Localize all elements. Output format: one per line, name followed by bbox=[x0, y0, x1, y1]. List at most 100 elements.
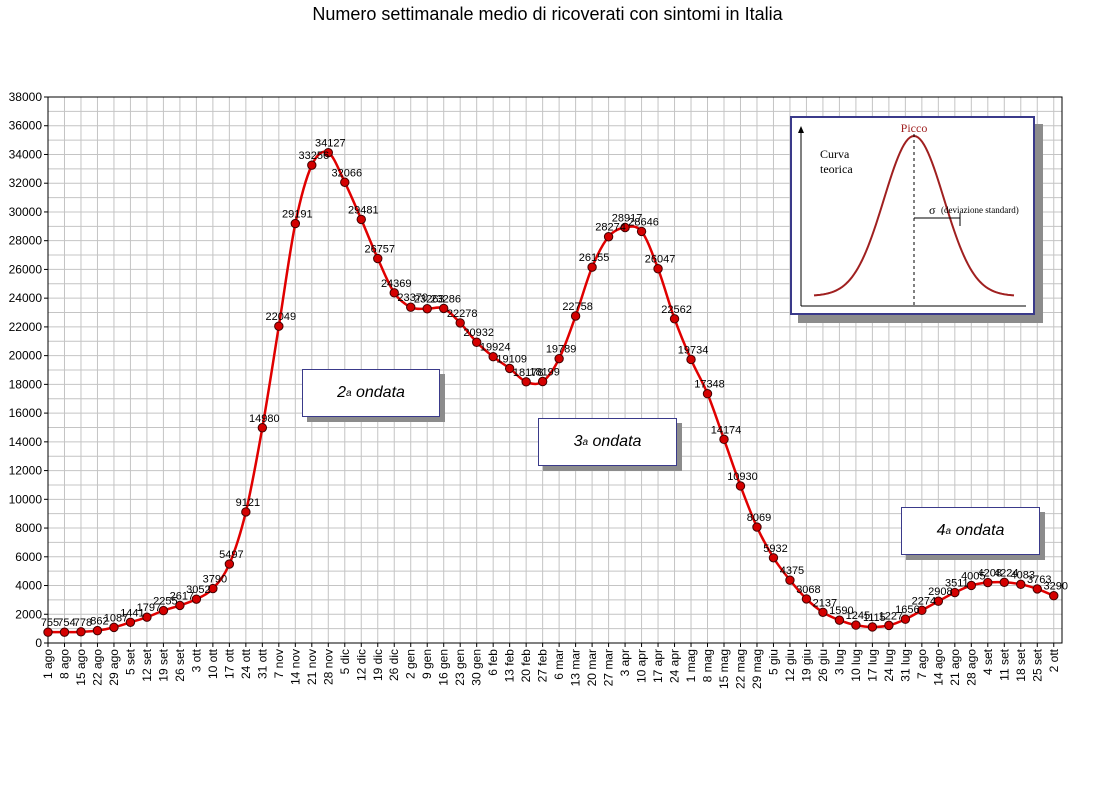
annotation-wave-3-number: 3 bbox=[573, 433, 583, 450]
x-tick-label: 2 gen bbox=[404, 649, 418, 679]
data-point bbox=[191, 594, 202, 604]
x-tick-label: 20 feb bbox=[519, 649, 533, 683]
data-label: 26047 bbox=[645, 254, 676, 266]
data-label: 2137 bbox=[813, 597, 837, 609]
y-tick-label: 16000 bbox=[9, 406, 43, 420]
y-tick-label: 26000 bbox=[9, 262, 43, 276]
x-tick-label: 6 mar bbox=[552, 649, 566, 680]
y-tick-label: 24000 bbox=[9, 291, 43, 305]
data-label: 8069 bbox=[747, 512, 771, 524]
data-label: 4083 bbox=[1011, 569, 1035, 581]
y-tick-label: 0 bbox=[35, 636, 42, 650]
x-tick-label: 12 giu bbox=[783, 649, 797, 682]
x-tick-label: 12 dic bbox=[354, 649, 368, 681]
data-point bbox=[834, 615, 845, 625]
x-tick-label: 19 set bbox=[156, 648, 170, 681]
data-point bbox=[373, 253, 383, 264]
data-point bbox=[224, 559, 235, 569]
x-tick-label: 3 apr bbox=[618, 649, 632, 676]
data-label: 2255 bbox=[153, 596, 177, 608]
data-label: 1227 bbox=[879, 610, 903, 622]
x-tick-label: 23 gen bbox=[453, 649, 467, 686]
data-label: 18199 bbox=[529, 367, 560, 379]
data-point bbox=[999, 577, 1009, 588]
x-tick-label: 17 lug bbox=[865, 649, 879, 682]
x-tick-label: 21 nov bbox=[305, 649, 319, 685]
annotation-wave-3-sup: a bbox=[582, 436, 589, 448]
data-point bbox=[933, 596, 944, 606]
data-label: 1656 bbox=[895, 604, 919, 616]
x-tick-label: 7 ago bbox=[915, 649, 929, 679]
data-point bbox=[603, 232, 614, 242]
data-point bbox=[950, 587, 960, 598]
y-tick-label: 22000 bbox=[9, 320, 43, 334]
data-point bbox=[900, 614, 911, 624]
data-point bbox=[389, 288, 399, 298]
x-tick-label: 26 set bbox=[173, 648, 187, 681]
data-point bbox=[307, 160, 317, 170]
x-tick-label: 24 ott bbox=[239, 648, 253, 679]
data-label: 5497 bbox=[219, 549, 243, 561]
inset-diagram: Picco Curva teorica σ (deviazione standa… bbox=[798, 121, 1026, 307]
data-label: 33256 bbox=[299, 150, 330, 162]
inset-peak-label: Picco bbox=[901, 121, 928, 135]
y-tick-label: 28000 bbox=[9, 234, 43, 248]
data-point bbox=[1016, 579, 1026, 590]
data-label: 22278 bbox=[447, 308, 478, 320]
inset-sigma-symbol: σ bbox=[929, 203, 936, 217]
y-axis: 0 2000 4000 6000 8000 10000 12000 14000 16000 180… bbox=[9, 90, 48, 650]
data-point bbox=[59, 627, 70, 637]
data-label: 28917 bbox=[612, 213, 643, 225]
data-label: 14174 bbox=[711, 424, 742, 436]
data-label: 2908 bbox=[928, 586, 952, 598]
data-point bbox=[422, 304, 432, 314]
data-point bbox=[867, 622, 878, 632]
x-tick-label: 6 feb bbox=[486, 649, 500, 676]
data-label: 17348 bbox=[694, 379, 725, 391]
x-tick-label: 8 mag bbox=[701, 649, 715, 682]
inset-curve-label-1: Curva bbox=[820, 147, 850, 161]
grid-horizontal bbox=[48, 96, 1062, 644]
x-tick-label: 24 apr bbox=[668, 649, 682, 683]
data-point bbox=[884, 620, 894, 631]
data-label: 29191 bbox=[282, 209, 313, 221]
data-label: 4005 bbox=[961, 570, 985, 582]
x-tick-label: 8 ago bbox=[57, 649, 71, 679]
data-point bbox=[488, 352, 498, 362]
data-point bbox=[702, 389, 713, 399]
data-point bbox=[1032, 584, 1042, 594]
data-label: 29481 bbox=[348, 204, 379, 216]
x-tick-label: 2 ott bbox=[1047, 648, 1061, 672]
data-point bbox=[752, 522, 762, 532]
data-point bbox=[768, 553, 779, 563]
data-label: 26155 bbox=[579, 252, 610, 264]
y-tick-label: 18000 bbox=[9, 377, 43, 391]
chart-title: Numero settimanale medio di ricoverati c… bbox=[312, 4, 783, 24]
data-label: 19109 bbox=[496, 353, 527, 365]
data-point bbox=[455, 318, 465, 328]
x-tick-label: 5 dic bbox=[338, 649, 352, 674]
data-label: 20932 bbox=[463, 327, 494, 339]
data-label: 1115 bbox=[863, 612, 886, 624]
data-point bbox=[125, 617, 136, 627]
y-tick-label: 8000 bbox=[15, 521, 42, 535]
x-tick-label: 16 gen bbox=[437, 649, 451, 686]
x-tick-label: 7 nov bbox=[272, 649, 286, 678]
x-tick-label: 1 ago bbox=[41, 649, 55, 679]
data-point bbox=[158, 605, 169, 616]
data-label: 2274 bbox=[912, 595, 936, 607]
x-tick-label: 17 apr bbox=[651, 649, 665, 683]
data-label: 19734 bbox=[678, 344, 709, 356]
series-markers bbox=[43, 147, 1059, 637]
data-point bbox=[109, 622, 119, 633]
data-label: 3790 bbox=[203, 574, 227, 586]
data-label: 1441 bbox=[120, 607, 144, 619]
data-label: 4224 bbox=[994, 567, 1018, 579]
x-tick-label: 30 gen bbox=[470, 649, 484, 686]
x-tick-label: 17 ott bbox=[222, 648, 236, 679]
data-label: 862 bbox=[90, 616, 108, 628]
x-tick-label: 12 set bbox=[140, 648, 154, 681]
data-label: 22049 bbox=[266, 311, 297, 323]
